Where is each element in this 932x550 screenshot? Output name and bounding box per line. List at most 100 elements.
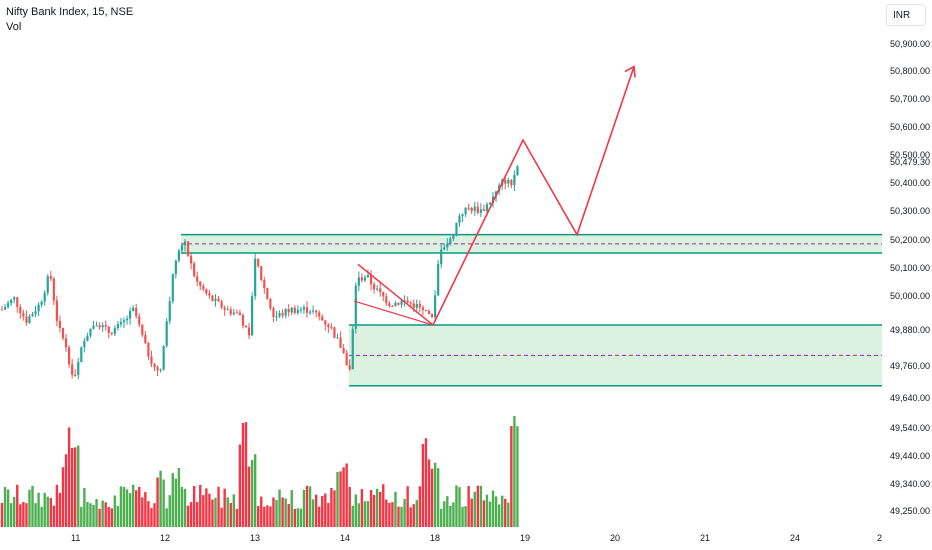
candle-body <box>473 206 476 211</box>
candle-body <box>269 298 272 309</box>
volume-label: Vol <box>6 21 22 33</box>
candle-body <box>46 276 49 293</box>
candle-body <box>315 310 318 313</box>
candle-body <box>327 324 330 328</box>
volume-bar <box>171 473 174 527</box>
candle-body <box>318 312 321 317</box>
volume-bar <box>287 503 290 527</box>
volume-bar <box>415 500 418 527</box>
volume-bar <box>281 497 284 527</box>
volume-bar <box>238 444 242 527</box>
volume-bar <box>46 496 49 527</box>
candle-body <box>220 301 223 308</box>
volume-bar <box>354 494 357 527</box>
candle-body <box>254 258 257 297</box>
volume-bar <box>86 502 89 527</box>
volume-bar <box>403 498 406 527</box>
candle-body <box>34 311 37 315</box>
candle-body <box>412 303 415 308</box>
volume-bar <box>516 426 519 527</box>
candle-body <box>302 307 306 310</box>
candle-body <box>440 249 443 265</box>
candle-body <box>263 279 266 289</box>
candle-body <box>308 311 312 313</box>
volume-bar <box>67 427 71 527</box>
volume-bar <box>250 460 254 527</box>
volume-bar <box>278 489 281 527</box>
volume-bar <box>244 422 248 527</box>
volume-bar <box>348 486 351 527</box>
volume-bar <box>208 493 211 527</box>
candle-body <box>449 238 452 244</box>
candle-body <box>37 304 40 312</box>
volume-bar <box>64 454 68 527</box>
volume-bar <box>31 485 34 527</box>
candle-body <box>482 209 485 211</box>
y-tick-label: 49,880.00 <box>890 325 930 335</box>
candle-body <box>202 285 205 290</box>
volume-bar <box>49 498 52 527</box>
x-tick-label: 13 <box>250 533 260 543</box>
candle-body <box>183 241 187 246</box>
candle-body <box>199 281 202 286</box>
candle-body <box>162 345 165 370</box>
volume-bar <box>25 503 28 527</box>
candle-body <box>95 325 98 327</box>
candle-body <box>58 320 62 328</box>
volume-bar <box>177 468 181 527</box>
volume-bar <box>83 487 86 527</box>
candle-body <box>116 324 119 329</box>
candle-body <box>287 308 290 313</box>
volume-bar <box>223 488 226 527</box>
volume-bar <box>180 486 184 527</box>
candle-body <box>55 300 58 321</box>
candle-body <box>77 362 80 376</box>
candle-body <box>22 313 25 317</box>
candle-body <box>153 363 156 368</box>
candle-body <box>504 179 507 184</box>
volume-bar <box>458 487 461 527</box>
volume-bar <box>226 497 229 527</box>
candle-body <box>223 307 226 310</box>
candle-body <box>177 250 180 261</box>
candle-body <box>424 309 428 311</box>
volume-bar <box>211 499 214 527</box>
volume-bar <box>507 502 510 527</box>
y-tick-label: 50,200.00 <box>890 235 930 245</box>
candle-body <box>113 328 116 334</box>
candle-body <box>516 166 519 176</box>
candle-body <box>129 310 132 319</box>
candle-body <box>0 309 4 311</box>
volume-bar <box>202 495 205 527</box>
volume-bar <box>260 496 263 527</box>
y-tick-label: 50,600.00 <box>890 122 930 132</box>
symbol-title[interactable]: Nifty Bank Index, 15, NSE <box>6 6 134 18</box>
volume-bar <box>229 502 232 527</box>
candle-body <box>415 303 418 308</box>
candle-body <box>61 327 65 339</box>
volume-bar <box>266 505 269 527</box>
volume-bar <box>467 485 470 527</box>
candle-body <box>232 312 235 315</box>
candle-body <box>491 196 495 203</box>
volume-bar <box>314 494 318 527</box>
candle-body <box>382 291 385 297</box>
y-tick-label: 50,700.00 <box>890 94 930 104</box>
volume-bar <box>77 445 80 527</box>
volume-bar <box>135 490 138 527</box>
volume-bar <box>302 489 306 527</box>
volume-bar <box>333 490 336 527</box>
time-axis[interactable]: 11 12 13 14 18 19 20 21 24 2 <box>71 533 882 543</box>
volume-bar <box>308 486 312 527</box>
price-axis[interactable]: 50,900.00 50,800.00 50,700.00 50,600.00 50,5… <box>890 39 930 516</box>
volume-bar <box>440 508 443 527</box>
candle-body <box>83 341 86 348</box>
y-tick-label: 49,640.00 <box>890 393 930 403</box>
volume-bar <box>119 486 123 527</box>
candle-body <box>171 274 174 302</box>
candle-body <box>214 298 217 301</box>
volume-bar <box>43 492 46 527</box>
currency-button[interactable]: INR <box>886 4 926 26</box>
candle-body <box>510 180 513 186</box>
